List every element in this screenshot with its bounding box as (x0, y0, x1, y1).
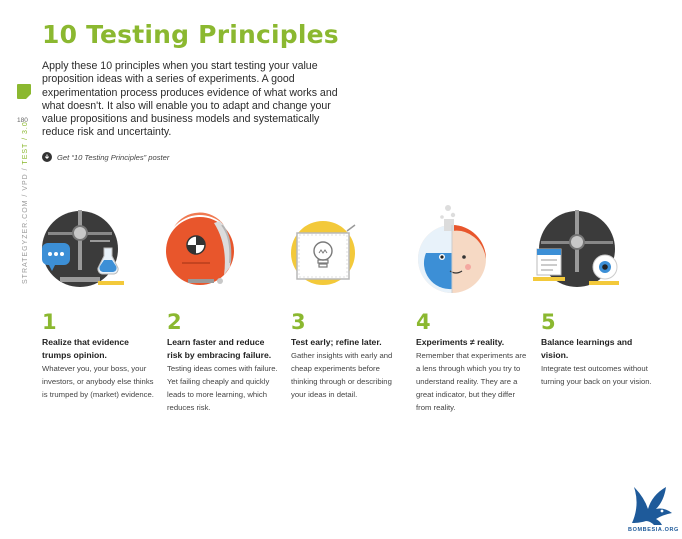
scale-speech-flask-icon (38, 205, 134, 301)
note-icon (17, 84, 31, 99)
page-number: 180 (17, 117, 28, 124)
principle-body: Testing ideas comes with failure. Yet fa… (167, 364, 278, 412)
page-title: 10 Testing Principles (42, 20, 339, 49)
side-breadcrumb-prefix: STRATEGYZER.COM / VPD / (22, 164, 29, 284)
principle-1: 1 Realize that evidence trumps opinion. … (42, 312, 157, 401)
principle-body: Integrate test outcomes without turning … (541, 364, 652, 386)
principle-number: 5 (541, 310, 556, 334)
poster-link-label: Get “10 Testing Principles” poster (57, 152, 170, 162)
flask-face-icon (408, 205, 504, 301)
principle-2: 2 Learn faster and reduce risk by embrac… (167, 312, 282, 414)
principle-number: 2 (167, 310, 182, 334)
principle-3: 3 Test early; refine later. Gather insig… (291, 312, 406, 401)
principle-number: 1 (42, 310, 57, 334)
principle-5: 5 Balance learnings and vision. Integrat… (541, 312, 656, 388)
principle-heading: Balance learnings and vision. (541, 337, 633, 360)
watermark-text: BOMBESIA.ORG (628, 527, 679, 533)
side-breadcrumb-accent: TEST / 3.0 (22, 121, 29, 165)
principle-heading: Realize that evidence trumps opinion. (42, 337, 129, 360)
poster-download-link[interactable]: Get “10 Testing Principles” poster (42, 152, 169, 162)
side-breadcrumb: STRATEGYZER.COM / VPD / TEST / 3.0 (22, 121, 29, 284)
principle-body: Gather insights with early and cheap exp… (291, 351, 393, 399)
scale-eye-document-icon (533, 205, 629, 301)
principle-4: 4 Experiments ≠ reality. Remember that e… (416, 312, 531, 414)
principle-body: Whatever you, your boss, your investors,… (42, 364, 154, 399)
lightbulb-sketch-icon (287, 205, 383, 301)
principle-heading: Experiments ≠ reality. (416, 337, 505, 347)
download-icon (42, 152, 52, 162)
intro-paragraph: Apply these 10 principles when you start… (42, 60, 338, 139)
principle-heading: Learn faster and reduce risk by embracin… (167, 337, 272, 360)
principle-heading: Test early; refine later. (291, 337, 382, 347)
crash-helmet-icon (162, 205, 258, 301)
bird-logo-icon (626, 483, 678, 535)
principle-body: Remember that experiments are a lens thr… (416, 351, 527, 412)
principle-number: 3 (291, 310, 306, 334)
principle-number: 4 (416, 310, 431, 334)
